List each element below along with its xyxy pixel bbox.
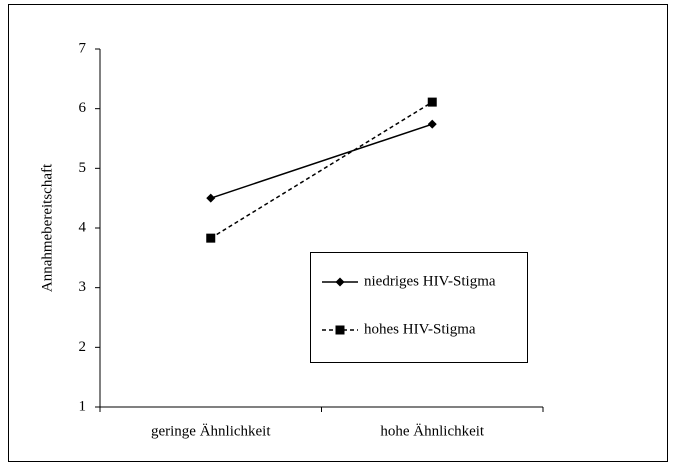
- x-tick-label: geringe Ähnlichkeit: [151, 422, 271, 439]
- y-tick-label: 3: [79, 279, 87, 295]
- data-point: [427, 119, 437, 129]
- legend-label: hohes HIV-Stigma: [364, 321, 476, 337]
- legend-label: niedriges HIV-Stigma: [364, 273, 496, 289]
- y-tick-label: 2: [79, 339, 87, 355]
- y-tick-label: 5: [79, 160, 87, 176]
- x-tick-label: hohe Ähnlichkeit: [380, 422, 485, 439]
- series-line: [210, 123, 433, 199]
- legend-marker: [335, 325, 345, 335]
- y-tick-label: 6: [79, 100, 87, 116]
- y-tick-label: 1: [79, 398, 87, 414]
- series-line: [210, 101, 433, 239]
- y-tick-label: 7: [79, 40, 87, 56]
- data-point: [206, 233, 216, 243]
- data-point: [427, 97, 437, 107]
- frame: [8, 4, 668, 462]
- y-tick-label: 4: [79, 219, 87, 235]
- y-axis-label: Annahmebereitschaft: [39, 163, 55, 292]
- data-point: [206, 193, 216, 203]
- legend-box: [310, 252, 528, 363]
- legend-marker: [335, 277, 345, 287]
